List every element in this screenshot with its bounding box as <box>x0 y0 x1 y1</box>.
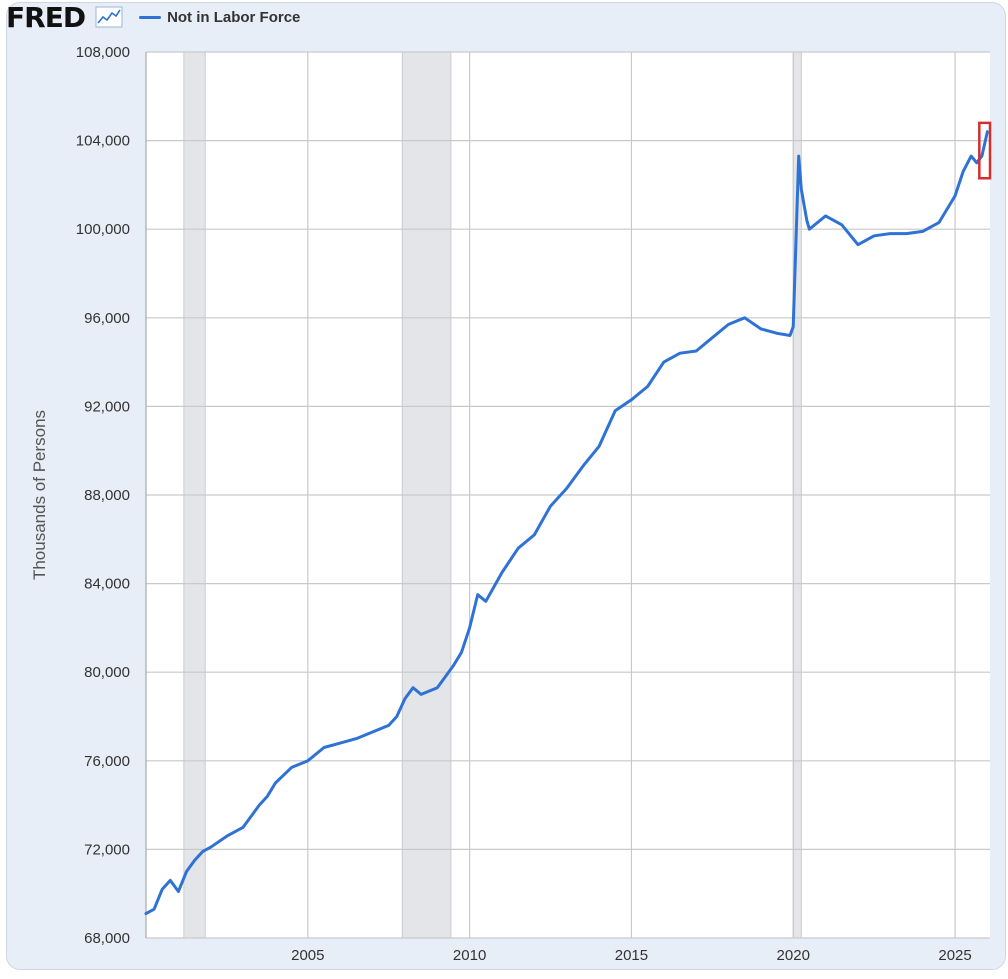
x-tick-label: 2010 <box>453 947 486 964</box>
x-tick-label: 2020 <box>777 947 810 964</box>
legend-swatch <box>139 15 162 19</box>
x-tick-label: 2005 <box>291 947 324 964</box>
y-tick-label: 100,000 <box>76 221 130 238</box>
legend-label: Not in Labor Force <box>167 8 301 26</box>
y-tick-label: 72,000 <box>84 841 130 858</box>
chart-header: FRED Not in Labor Force <box>6 0 300 34</box>
fred-logo: FRED <box>6 0 86 34</box>
y-tick-label: 92,000 <box>84 398 130 415</box>
y-tick-label: 80,000 <box>84 664 130 681</box>
legend: Not in Labor Force <box>139 9 300 26</box>
y-tick-label: 96,000 <box>84 310 130 327</box>
y-tick-labels: 68,000 72,000 76,000 80,000 84,000 88,000 92,0… <box>76 44 130 947</box>
gridlines <box>145 51 990 939</box>
highlight-box-group <box>978 121 992 180</box>
highlight-box <box>978 121 992 180</box>
y-tick-label: 108,000 <box>76 44 130 61</box>
y-tick-label: 84,000 <box>84 576 130 593</box>
y-tick-label: 104,000 <box>76 133 130 150</box>
y-tick-label: 76,000 <box>84 753 130 770</box>
y-tick-label: 88,000 <box>84 487 130 504</box>
x-tick-label: 2025 <box>938 947 971 964</box>
y-axis-title: Thousands of Persons <box>30 410 49 580</box>
x-tick-labels: 2005 2010 2015 2020 2025 <box>291 947 972 964</box>
y-tick-label: 68,000 <box>84 930 130 947</box>
series-line-group <box>144 130 989 916</box>
x-tick-label: 2015 <box>615 947 648 964</box>
series-line-1 <box>144 130 989 916</box>
line-chart-icon <box>95 6 123 28</box>
